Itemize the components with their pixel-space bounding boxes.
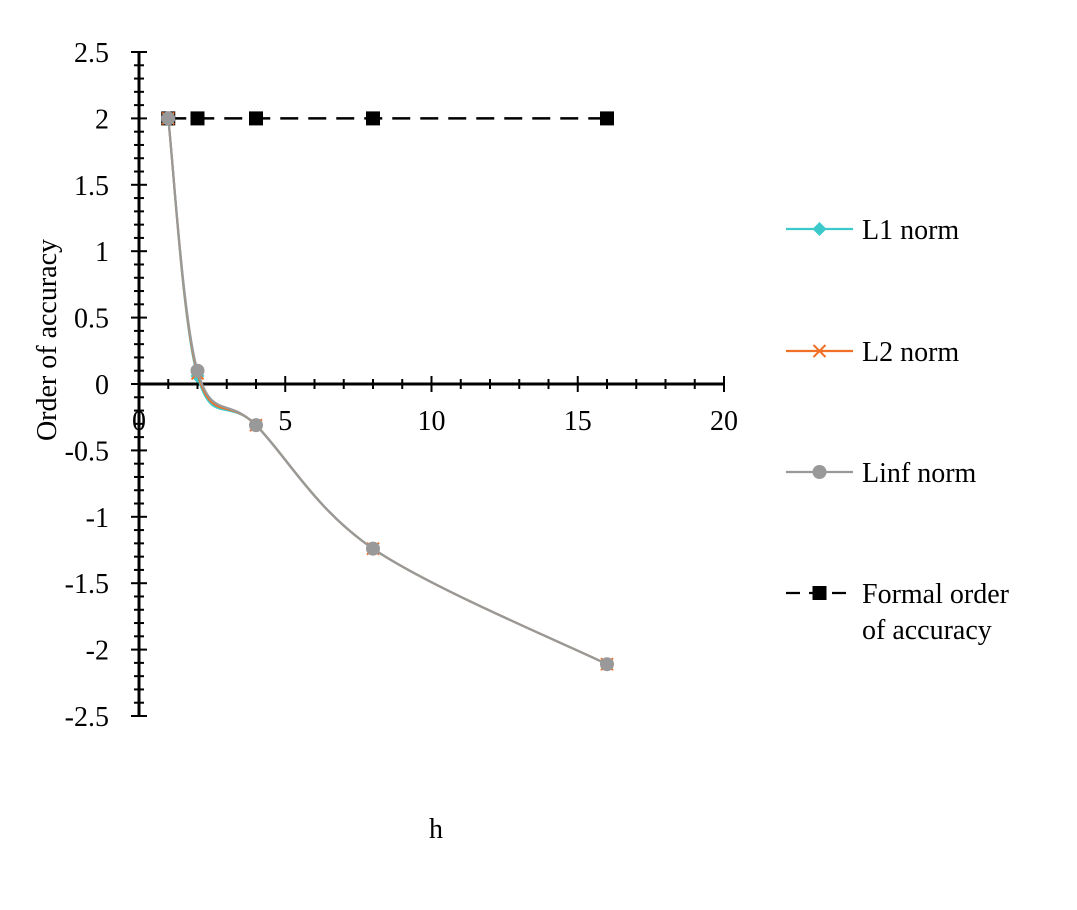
legend-marker-l2-norm: [812, 344, 827, 358]
y-tick-label: 1: [95, 237, 109, 268]
series-line-l1-norm: [167, 118, 608, 666]
y-tick-label: -1: [86, 503, 109, 534]
axes: 2.5 2 1.5 1 0.5 0 -0.5 -1 -1.5 -2 -2.5 0 5 10 15 20: [65, 38, 738, 733]
data-point-linf-norm: [249, 418, 263, 433]
y-tick-label: -0.5: [65, 436, 109, 467]
y-axis-title: Order of accuracy: [32, 239, 63, 441]
x-axis-title: h: [429, 814, 443, 845]
y-tick-label: 2.5: [74, 38, 109, 69]
legend-marker-l1-norm: [812, 222, 827, 236]
data-point-formal-order-of-accuracy: [366, 111, 380, 126]
x-tick-label: 20: [710, 406, 738, 437]
legend-label-linf-norm: Linf norm: [862, 458, 977, 489]
data-point-formal-order-of-accuracy: [190, 111, 205, 126]
x-tick-label: 0: [132, 406, 146, 437]
legend: L1 norm L2 norm Linf norm Formal order of ac…: [786, 215, 1010, 646]
plot-area: [161, 111, 614, 672]
legend-label-formal-order-of-accuracy: Formal order: [862, 579, 1010, 610]
y-tick-label: -2: [86, 636, 109, 667]
legend-label-formal-order-of-accuracy: of accuracy: [862, 615, 992, 646]
data-point-formal-order-of-accuracy: [249, 111, 263, 126]
legend-marker-linf-norm: [812, 465, 827, 479]
data-point-linf-norm: [366, 541, 380, 556]
legend-label-l2-norm: L2 norm: [862, 337, 959, 368]
y-tick-label: -1.5: [65, 569, 109, 600]
y-tick-label: 1.5: [74, 171, 109, 202]
x-tick-label: 15: [564, 406, 592, 437]
x-tick-label: 5: [278, 406, 292, 437]
legend-marker-formal-order-of-accuracy: [812, 586, 827, 600]
series-line-l2-norm: [167, 118, 608, 666]
y-tick-label: 0.5: [74, 304, 109, 335]
series-line-linf-norm: [167, 118, 608, 666]
data-point-linf-norm: [161, 111, 176, 126]
legend-label-l1-norm: L1 norm: [862, 215, 959, 246]
data-point-linf-norm: [190, 363, 205, 378]
data-point-linf-norm: [600, 657, 614, 672]
data-point-formal-order-of-accuracy: [600, 111, 614, 126]
y-tick-label: 2: [95, 104, 109, 135]
y-tick-label: -2.5: [65, 702, 109, 733]
y-tick-label: 0: [95, 370, 109, 401]
x-tick-label: 10: [418, 406, 446, 437]
